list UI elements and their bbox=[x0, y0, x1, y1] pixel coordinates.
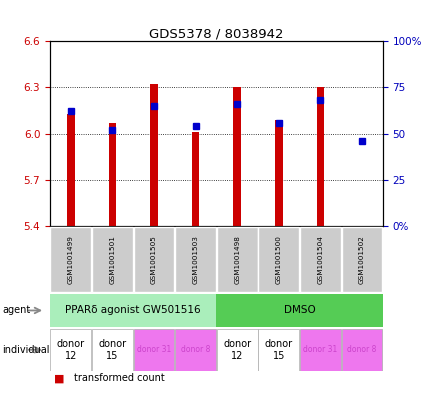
FancyBboxPatch shape bbox=[258, 329, 299, 371]
FancyBboxPatch shape bbox=[50, 294, 216, 327]
FancyBboxPatch shape bbox=[50, 227, 91, 292]
FancyBboxPatch shape bbox=[92, 227, 132, 292]
Bar bbox=[233, 87, 240, 226]
Text: GSM1001505: GSM1001505 bbox=[151, 235, 157, 284]
Text: donor
12: donor 12 bbox=[223, 339, 251, 360]
Text: donor 31: donor 31 bbox=[302, 345, 337, 354]
Text: GSM1001504: GSM1001504 bbox=[317, 235, 322, 284]
FancyBboxPatch shape bbox=[92, 329, 132, 371]
Text: donor
15: donor 15 bbox=[98, 339, 126, 360]
Text: donor 8: donor 8 bbox=[346, 345, 376, 354]
Text: donor
12: donor 12 bbox=[56, 339, 85, 360]
FancyBboxPatch shape bbox=[175, 329, 216, 371]
Bar bbox=[316, 87, 323, 226]
FancyBboxPatch shape bbox=[216, 294, 382, 327]
FancyBboxPatch shape bbox=[341, 329, 381, 371]
FancyBboxPatch shape bbox=[216, 329, 257, 371]
Bar bbox=[274, 120, 282, 226]
Text: GSM1001499: GSM1001499 bbox=[68, 235, 74, 284]
Bar bbox=[150, 84, 158, 226]
FancyBboxPatch shape bbox=[175, 227, 216, 292]
Text: donor
15: donor 15 bbox=[264, 339, 292, 360]
FancyBboxPatch shape bbox=[133, 329, 174, 371]
FancyBboxPatch shape bbox=[50, 329, 91, 371]
FancyBboxPatch shape bbox=[299, 329, 340, 371]
FancyBboxPatch shape bbox=[216, 227, 257, 292]
Text: GSM1001501: GSM1001501 bbox=[109, 235, 115, 284]
Title: GDS5378 / 8038942: GDS5378 / 8038942 bbox=[149, 27, 283, 40]
Text: GSM1001503: GSM1001503 bbox=[192, 235, 198, 284]
FancyBboxPatch shape bbox=[133, 227, 174, 292]
Text: donor 8: donor 8 bbox=[181, 345, 210, 354]
Text: GSM1001500: GSM1001500 bbox=[275, 235, 281, 284]
Text: PPARδ agonist GW501516: PPARδ agonist GW501516 bbox=[65, 305, 201, 316]
Text: DMSO: DMSO bbox=[283, 305, 315, 316]
FancyBboxPatch shape bbox=[299, 227, 340, 292]
Text: GSM1001498: GSM1001498 bbox=[233, 235, 240, 284]
Bar bbox=[191, 132, 199, 226]
Text: donor 31: donor 31 bbox=[137, 345, 171, 354]
Bar bbox=[108, 123, 116, 226]
Text: individual: individual bbox=[2, 345, 49, 355]
Text: GSM1001502: GSM1001502 bbox=[358, 235, 364, 284]
FancyBboxPatch shape bbox=[258, 227, 299, 292]
Bar bbox=[67, 114, 74, 226]
Text: transformed count: transformed count bbox=[74, 373, 164, 383]
Text: ■: ■ bbox=[54, 373, 65, 383]
FancyBboxPatch shape bbox=[341, 227, 381, 292]
Text: agent: agent bbox=[2, 305, 30, 316]
